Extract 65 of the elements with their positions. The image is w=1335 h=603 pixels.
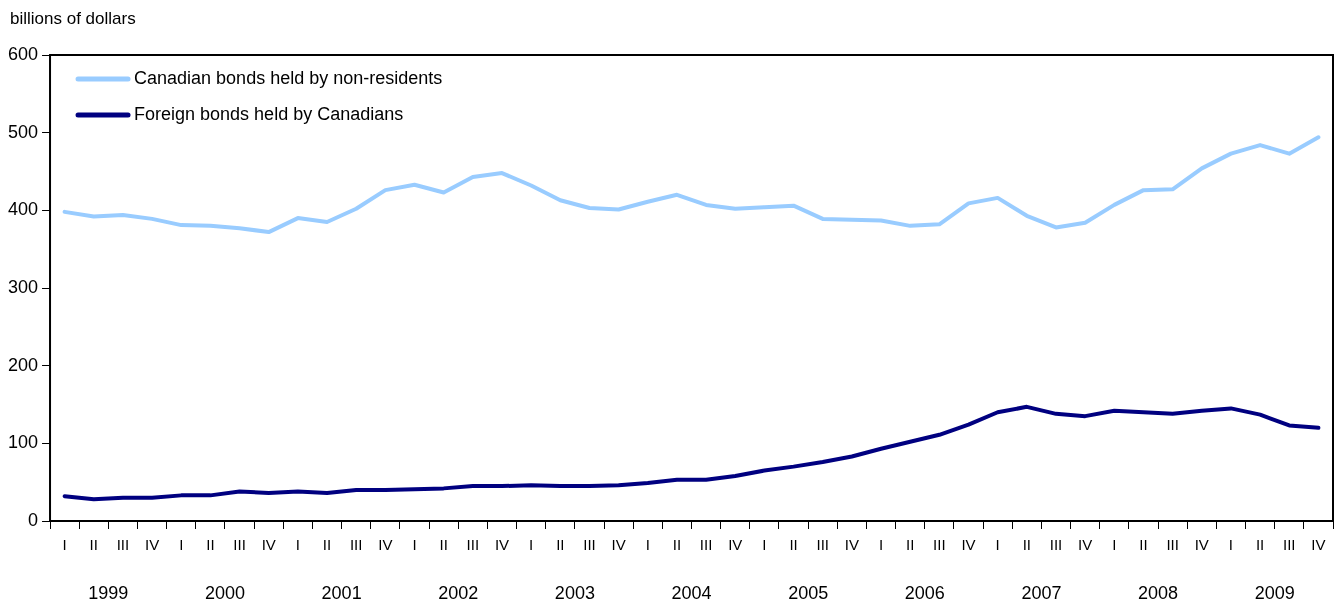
x-tick-label: III — [349, 536, 363, 554]
x-tick-label: II — [1255, 536, 1265, 554]
text: 2004 — [671, 582, 712, 603]
text: 2009 — [1254, 582, 1295, 603]
text: 1999 — [88, 582, 129, 603]
x-tick-label: I — [995, 536, 1000, 554]
x-tick-label: II — [1022, 536, 1032, 554]
x-tick-label: IV — [1194, 536, 1209, 554]
x-tick-label: IV — [1078, 536, 1093, 554]
x-tick-label: III — [933, 536, 946, 554]
x-tick-label: IV — [494, 536, 510, 554]
x-tick-label: I — [645, 536, 650, 554]
text: 2006 — [904, 582, 945, 603]
x-tick-label: III — [816, 536, 829, 554]
y-tick-label: 400 — [7, 199, 39, 220]
x-tick-label: II — [1139, 536, 1148, 554]
x-tick-label: I — [762, 536, 767, 554]
x-tick-label: III — [583, 536, 596, 554]
y-tick-label: 600 — [7, 43, 39, 64]
text: 2005 — [788, 582, 829, 603]
x-tick-label: IV — [728, 536, 743, 554]
x-tick-label: III — [233, 536, 246, 554]
x-tick-label: I — [295, 536, 300, 554]
y-tick-label: 500 — [7, 121, 39, 142]
y-tick-label: 100 — [7, 432, 39, 453]
text: 2002 — [438, 582, 479, 603]
x-tick-label: III — [466, 536, 480, 554]
text: 2000 — [204, 582, 246, 603]
x-tick-label: I — [529, 536, 534, 554]
x-tick-label: II — [672, 536, 682, 554]
x-tick-label: I — [1112, 536, 1117, 554]
x-tick-label: IV — [961, 536, 976, 554]
x-tick-label: I — [1228, 536, 1234, 554]
x-tick-label: II — [89, 536, 98, 554]
x-tick-label: IV — [261, 536, 276, 554]
x-tick-label: III — [116, 536, 130, 554]
x-tick-label: IV — [1311, 536, 1326, 554]
text: 2007 — [1021, 582, 1062, 603]
x-tick-label: IV — [144, 536, 160, 554]
x-tick-label: II — [206, 536, 215, 554]
y-tick-label: 300 — [7, 276, 39, 297]
x-tick-label: I — [179, 536, 184, 554]
x-tick-label: II — [789, 536, 798, 554]
x-tick-label: IV — [378, 536, 393, 554]
y-tick-label: 0 — [28, 509, 39, 530]
x-tick-label: II — [556, 536, 565, 554]
x-tick-label: IV — [611, 536, 626, 554]
x-tick-label: II — [322, 536, 332, 554]
x-tick-label: II — [439, 536, 448, 554]
x-tick-label: I — [878, 536, 884, 554]
x-tick-label: I — [62, 536, 67, 554]
x-tick-label: III — [1283, 536, 1296, 554]
text: 2003 — [554, 582, 595, 603]
x-tick-label: IV — [844, 536, 859, 554]
x-tick-label: I — [412, 536, 417, 554]
x-tick-label: III — [1166, 536, 1179, 554]
legend-label: Foreign bonds held by Canadians — [134, 103, 404, 124]
legend-label: Canadian bonds held by non-residents — [134, 67, 443, 88]
text: 2008 — [1138, 582, 1179, 603]
x-tick-label: II — [906, 536, 915, 554]
x-tick-label: III — [699, 536, 713, 554]
text: 2001 — [321, 582, 362, 603]
x-tick-label: III — [1049, 536, 1063, 554]
y-axis-title: billions of dollars — [10, 9, 136, 28]
y-tick-label: 200 — [7, 354, 39, 375]
